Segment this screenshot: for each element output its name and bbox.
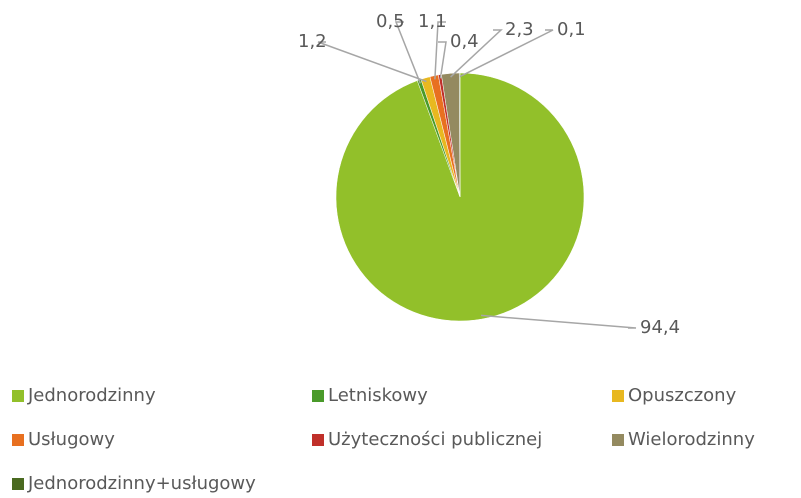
data-label: 2,3 <box>505 19 534 40</box>
leader-line <box>438 41 447 79</box>
legend-label: Wielorodzinny <box>628 429 755 450</box>
data-label: 0,5 <box>376 11 405 32</box>
legend-swatch <box>12 390 24 402</box>
legend-swatch <box>12 478 24 490</box>
leader-line <box>317 41 427 83</box>
leader-line <box>459 29 554 78</box>
legend-label: Jednorodzinny+usługowy <box>27 473 256 494</box>
data-label: 1,2 <box>298 31 327 52</box>
legend-label: Usługowy <box>28 429 115 450</box>
legend-swatch <box>612 434 624 446</box>
data-label: 0,1 <box>557 19 586 40</box>
leader-line <box>394 21 422 84</box>
legend-swatch <box>12 434 24 446</box>
legend-swatch <box>612 390 624 402</box>
pie-slice <box>458 72 461 198</box>
data-label: 94,4 <box>640 317 680 338</box>
leader-line <box>434 21 446 80</box>
legend-swatch <box>312 390 324 402</box>
legend-label: Letniskowy <box>328 385 428 406</box>
legend-label: Użyteczności publicznej <box>328 429 542 450</box>
data-label: 0,4 <box>450 31 479 52</box>
leader-line <box>480 314 637 329</box>
legend-label: Jednorodzinny <box>27 385 156 406</box>
legend-label: Opuszczony <box>628 385 737 406</box>
leader-line <box>450 29 503 78</box>
legend-swatch <box>312 434 324 446</box>
data-label: 1,1 <box>418 11 447 32</box>
